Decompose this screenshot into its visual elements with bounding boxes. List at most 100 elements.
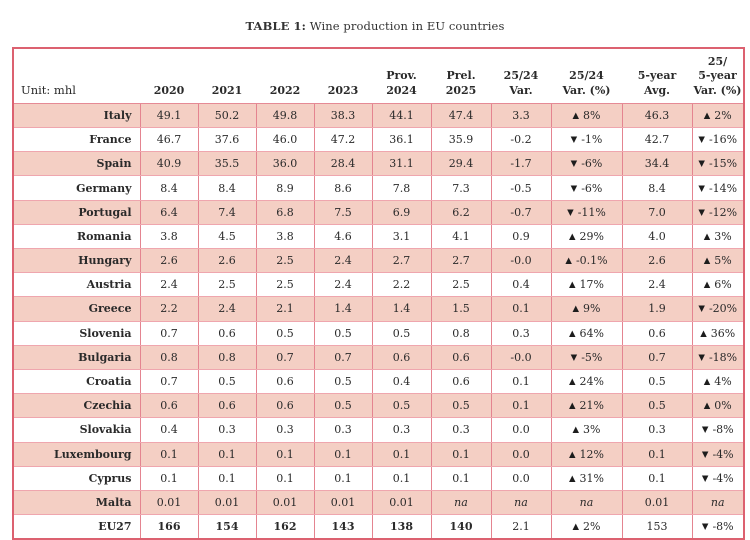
triangle-up-icon: ▲ [569, 473, 576, 484]
value-cell-2021: 0.6 [197, 393, 257, 419]
var-pct-25-5-year-cell: ▼ -4% [691, 441, 745, 467]
table-row-greece: Greece 2.2 2.4 2.1 1.4 1.4 1.5 0.1 ▲ 9% 1.9 ▼ -20% [13, 296, 745, 322]
value-cell-2021: 7.4 [197, 199, 257, 225]
value-cell-2022: 0.1 [255, 465, 315, 491]
var-pct-25-5-year-cell: ▲ 2% [691, 102, 745, 129]
value-cell-2023: 8.6 [313, 175, 373, 201]
country-cell: Cyprus [13, 465, 141, 491]
wine-production-table: Unit: mhl 2020 2021 2022 2023 Prov. 2024 Prel. 2… [12, 47, 745, 540]
country-cell: Austria [13, 272, 141, 298]
table-row-cyprus: Cyprus 0.1 0.1 0.1 0.1 0.1 0.1 0.0 ▲ 31% 0.1 ▼ -4% [13, 465, 745, 491]
var-25-24-cell: -1.7 [490, 151, 552, 177]
value-cell-prel-2025: 0.1 [430, 465, 492, 491]
avg-5-year-cell: 2.6 [621, 248, 693, 274]
value-cell-prel-2025: 6.2 [430, 199, 492, 225]
triangle-up-icon: ▲ [569, 280, 576, 291]
var-pct-25-24-cell: ▲ 12% [550, 441, 623, 467]
var-pct-25-24-cell: ▲ 3% [550, 417, 623, 443]
triangle-up-icon: ▲ [569, 401, 576, 412]
var-pct-25-5-year-cell: ▼ -16% [691, 127, 745, 153]
value-cell-2020: 2.2 [139, 296, 199, 322]
value-cell-prov-2024: 0.5 [371, 320, 432, 346]
value-cell-2023: 0.1 [313, 441, 373, 467]
column-header-prel-2025: Prel. 2025 [431, 48, 491, 104]
triangle-down-icon: ▼ [570, 159, 578, 170]
value-cell-2020: 2.6 [139, 248, 199, 274]
var-25-24-cell: 0.9 [490, 223, 552, 250]
value-cell-prel-2025: 0.3 [430, 417, 492, 443]
table-row-romania: Romania 3.8 4.5 3.8 4.6 3.1 4.1 0.9 ▲ 29% 4.0 ▲ 3% [13, 223, 745, 250]
value-cell-prov-2024: 3.1 [371, 223, 432, 250]
var-pct-25-24-cell: ▼ -5% [550, 344, 623, 370]
column-header-var-pct-25-5-year: 25/5-year Var. (%) [692, 48, 744, 104]
value-cell-2021: 2.4 [197, 296, 257, 322]
var-pct-25-24-cell: ▼ -1% [550, 127, 623, 153]
value-cell-prov-2024: 7.8 [371, 175, 432, 201]
var-25-24-cell: -0.5 [490, 175, 552, 201]
avg-5-year-cell: 0.7 [621, 344, 693, 370]
value-cell-2022: 0.3 [255, 417, 315, 443]
var-25-24-cell: 0.1 [490, 368, 552, 395]
value-cell-2022: 162 [255, 514, 315, 540]
triangle-up-icon: ▲ [565, 256, 572, 267]
table-row-italy: Italy 49.1 50.2 49.8 38.3 44.1 47.4 3.3 ▲ 8% 46.3 ▲… [13, 102, 745, 129]
column-header-2020: 2020 [140, 48, 198, 104]
value-cell-prel-2025: na [430, 489, 492, 516]
value-cell-2021: 0.1 [197, 465, 257, 491]
table-row-luxembourg: Luxembourg 0.1 0.1 0.1 0.1 0.1 0.1 0.0 ▲ 12% 0.1 ▼ -… [13, 441, 745, 467]
avg-5-year-cell: 0.01 [621, 489, 693, 516]
avg-5-year-cell: 46.3 [621, 102, 693, 129]
triangle-up-icon: ▲ [572, 110, 580, 121]
var-pct-25-24-cell: ▲ 21% [550, 393, 623, 419]
value-cell-prel-2025: 0.6 [430, 368, 492, 395]
triangle-up-icon: ▲ [700, 328, 707, 339]
triangle-down-icon: ▼ [701, 425, 709, 436]
country-cell: Spain [13, 151, 141, 177]
value-cell-2023: 28.4 [313, 151, 373, 177]
value-cell-prel-2025: 0.8 [430, 320, 492, 346]
value-cell-prov-2024: 1.4 [371, 296, 432, 322]
triangle-up-icon: ▲ [569, 231, 576, 242]
value-cell-2022: 0.6 [255, 393, 315, 419]
var-pct-25-24-cell: ▲ 31% [550, 465, 623, 491]
var-pct-25-5-year-cell: ▲ 5% [691, 248, 745, 274]
value-cell-2023: 0.01 [313, 489, 373, 516]
avg-5-year-cell: 0.3 [621, 417, 693, 443]
var-25-24-cell: -0.2 [490, 127, 552, 153]
triangle-down-icon: ▼ [570, 352, 578, 363]
var-25-24-cell: 3.3 [490, 102, 552, 129]
triangle-down-icon: ▼ [701, 473, 709, 484]
triangle-down-icon: ▼ [570, 183, 578, 194]
country-cell: Germany [13, 175, 141, 201]
var-25-24-cell: 0.0 [490, 465, 552, 491]
value-cell-2023: 38.3 [313, 102, 373, 129]
value-cell-2022: 0.5 [255, 320, 315, 346]
country-cell: Croatia [13, 368, 141, 395]
var-pct-25-5-year-cell: ▲ 6% [691, 272, 745, 298]
table-caption-text: Wine production in EU countries [309, 19, 505, 33]
value-cell-prov-2024: 0.01 [371, 489, 432, 516]
table-row-germany: Germany 8.4 8.4 8.9 8.6 7.8 7.3 -0.5 ▼ -6% 8.4 ▼ -14… [13, 175, 745, 201]
country-cell: Slovenia [13, 320, 141, 346]
var-25-24-cell: na [490, 489, 552, 516]
var-25-24-cell: 0.0 [490, 417, 552, 443]
var-pct-25-24-cell: ▲ 9% [550, 296, 623, 322]
value-cell-2023: 0.5 [313, 393, 373, 419]
var-pct-25-24-cell: ▲ 8% [550, 102, 623, 129]
var-25-24-cell: 0.1 [490, 296, 552, 322]
value-cell-2023: 143 [313, 514, 373, 540]
triangle-up-icon: ▲ [569, 377, 576, 388]
value-cell-2021: 0.8 [197, 344, 257, 370]
triangle-up-icon: ▲ [569, 449, 576, 460]
triangle-up-icon: ▲ [703, 401, 711, 412]
value-cell-2020: 0.01 [139, 489, 199, 516]
avg-5-year-cell: 0.5 [621, 368, 693, 395]
var-pct-25-24-cell: na [550, 489, 623, 516]
var-pct-25-24-cell: ▲ 2% [550, 514, 623, 540]
var-25-24-cell: -0.0 [490, 248, 552, 274]
avg-5-year-cell: 0.5 [621, 393, 693, 419]
country-cell: Romania [13, 223, 141, 250]
value-cell-prov-2024: 2.2 [371, 272, 432, 298]
triangle-down-icon: ▼ [567, 207, 574, 218]
value-cell-2020: 0.6 [139, 393, 199, 419]
